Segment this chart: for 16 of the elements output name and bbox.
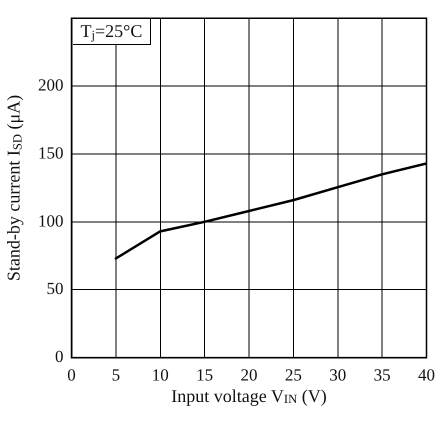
- x-tick-label: 25: [284, 365, 302, 384]
- x-tick-label: 30: [329, 365, 346, 384]
- x-tick-label: 20: [240, 365, 258, 384]
- y-tick-label: 100: [38, 211, 64, 230]
- y-tick-label: 50: [46, 279, 64, 298]
- x-tick-label: 0: [67, 365, 76, 384]
- x-tick-label: 10: [152, 365, 169, 384]
- x-tick-label: 5: [112, 365, 120, 384]
- annotation: T$_{j}$=25°C: [72, 19, 152, 46]
- y-tick-label: 200: [38, 76, 64, 95]
- x-tick-label: 15: [196, 365, 214, 384]
- y-tick-label: 150: [38, 143, 64, 162]
- x-axis-title: Input voltage V$_{IN}$ (V): [171, 386, 327, 407]
- y-tick-label: 0: [55, 347, 64, 366]
- x-tick-label: 35: [374, 365, 391, 384]
- x-tick-label: 40: [418, 365, 435, 384]
